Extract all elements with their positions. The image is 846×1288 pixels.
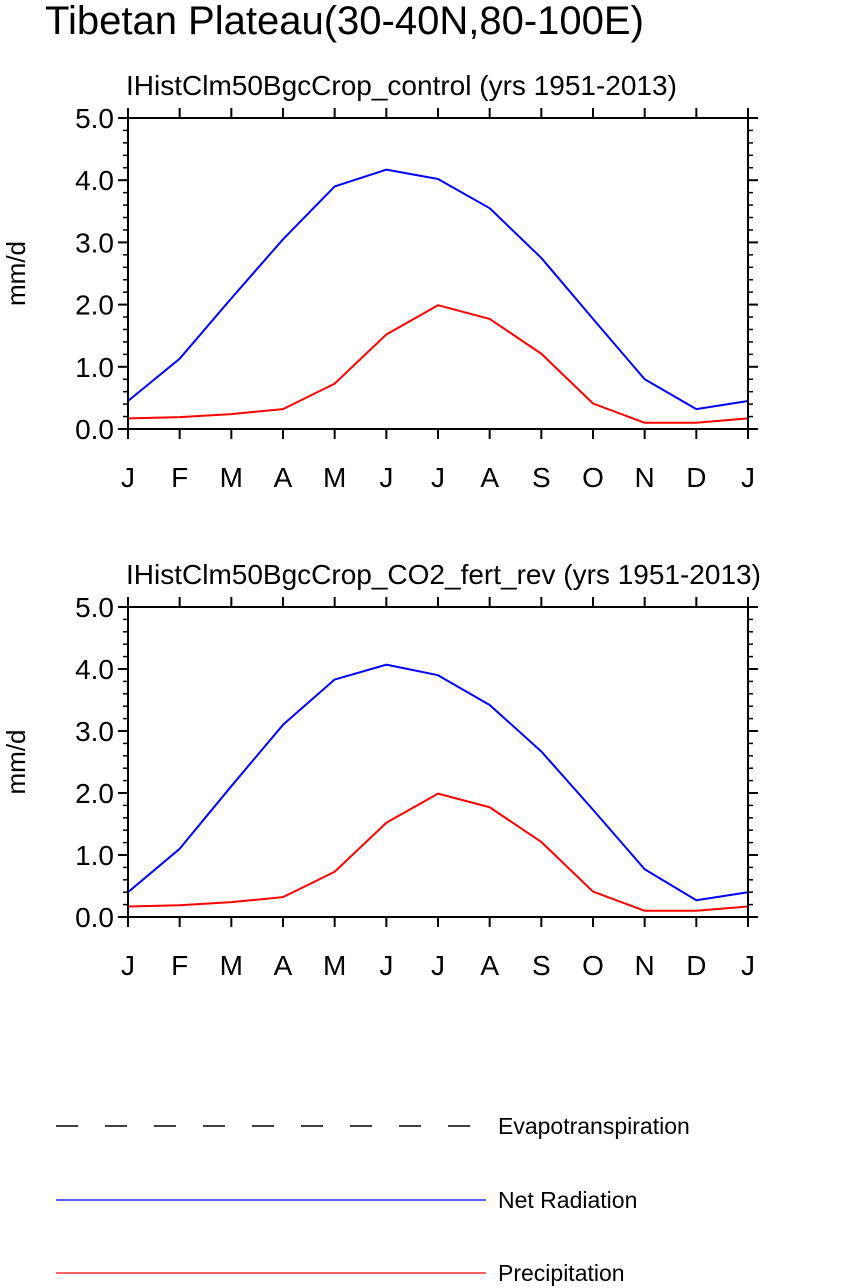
- x-tick-label: F: [171, 462, 188, 493]
- y-axis-label: mm/d: [1, 241, 31, 306]
- x-tick-label: M: [220, 950, 243, 981]
- y-tick-label: 1.0: [75, 352, 114, 383]
- x-tick-label: J: [379, 950, 393, 981]
- chart-title: IHistClm50BgcCrop_CO2_fert_rev (yrs 1951…: [126, 559, 761, 590]
- figure-title: Tibetan Plateau(30-40N,80-100E): [45, 0, 644, 43]
- x-tick-label: F: [171, 950, 188, 981]
- y-tick-label: 1.0: [75, 840, 114, 871]
- x-tick-label: A: [274, 462, 293, 493]
- series-line-precipitation: [127, 304, 749, 424]
- x-tick-label: D: [686, 950, 706, 981]
- chart-panels: IHistClm50BgcCrop_control (yrs 1951-2013…: [1, 70, 761, 981]
- x-tick-label: M: [323, 950, 346, 981]
- series-line-net-radiation: [127, 663, 749, 902]
- plot-frame: [127, 117, 749, 430]
- x-tick-label: A: [274, 950, 293, 981]
- x-tick-label: S: [532, 950, 551, 981]
- x-tick-label: J: [741, 950, 755, 981]
- legend-item-precipitation: Precipitation: [56, 1260, 625, 1286]
- y-tick-label: 4.0: [75, 165, 114, 196]
- x-tick-label: J: [431, 950, 445, 981]
- chart-panel-2: IHistClm50BgcCrop_CO2_fert_rev (yrs 1951…: [1, 559, 761, 981]
- chart-panel-1: IHistClm50BgcCrop_control (yrs 1951-2013…: [1, 70, 758, 493]
- x-tick-label: J: [431, 462, 445, 493]
- x-tick-label: S: [532, 462, 551, 493]
- legend-label: Evapotranspiration: [498, 1113, 690, 1139]
- x-tick-label: N: [635, 462, 655, 493]
- y-tick-label: 5.0: [75, 592, 114, 623]
- y-tick-label: 2.0: [75, 778, 114, 809]
- plot-frame: [127, 606, 749, 918]
- y-tick-label: 5.0: [75, 103, 114, 134]
- x-tick-label: M: [323, 462, 346, 493]
- x-tick-label: A: [480, 950, 499, 981]
- legend-item-net-radiation: Net Radiation: [56, 1187, 637, 1213]
- y-tick-label: 0.0: [75, 902, 114, 933]
- x-tick-label: O: [582, 950, 604, 981]
- x-tick-label: N: [635, 950, 655, 981]
- legend: Evapotranspiration Net Radiation Precipita…: [56, 1113, 690, 1286]
- legend-label: Net Radiation: [498, 1187, 637, 1213]
- legend-label: Precipitation: [498, 1260, 625, 1286]
- x-tick-label: A: [480, 462, 499, 493]
- x-tick-label: J: [379, 462, 393, 493]
- x-tick-label: O: [582, 462, 604, 493]
- chart-title: IHistClm50BgcCrop_control (yrs 1951-2013…: [126, 70, 677, 101]
- y-tick-label: 3.0: [75, 716, 114, 747]
- x-tick-label: J: [121, 950, 135, 981]
- y-tick-label: 3.0: [75, 227, 114, 258]
- y-tick-label: 2.0: [75, 290, 114, 321]
- y-tick-label: 4.0: [75, 654, 114, 685]
- x-tick-label: J: [741, 462, 755, 493]
- x-tick-label: M: [220, 462, 243, 493]
- y-axis-label: mm/d: [1, 730, 31, 795]
- x-tick-label: J: [121, 462, 135, 493]
- x-tick-label: D: [686, 462, 706, 493]
- legend-item-evapotranspiration: Evapotranspiration: [56, 1113, 690, 1139]
- series-line-net-radiation: [127, 168, 749, 411]
- y-tick-label: 0.0: [75, 414, 114, 445]
- series-line-precipitation: [127, 792, 749, 912]
